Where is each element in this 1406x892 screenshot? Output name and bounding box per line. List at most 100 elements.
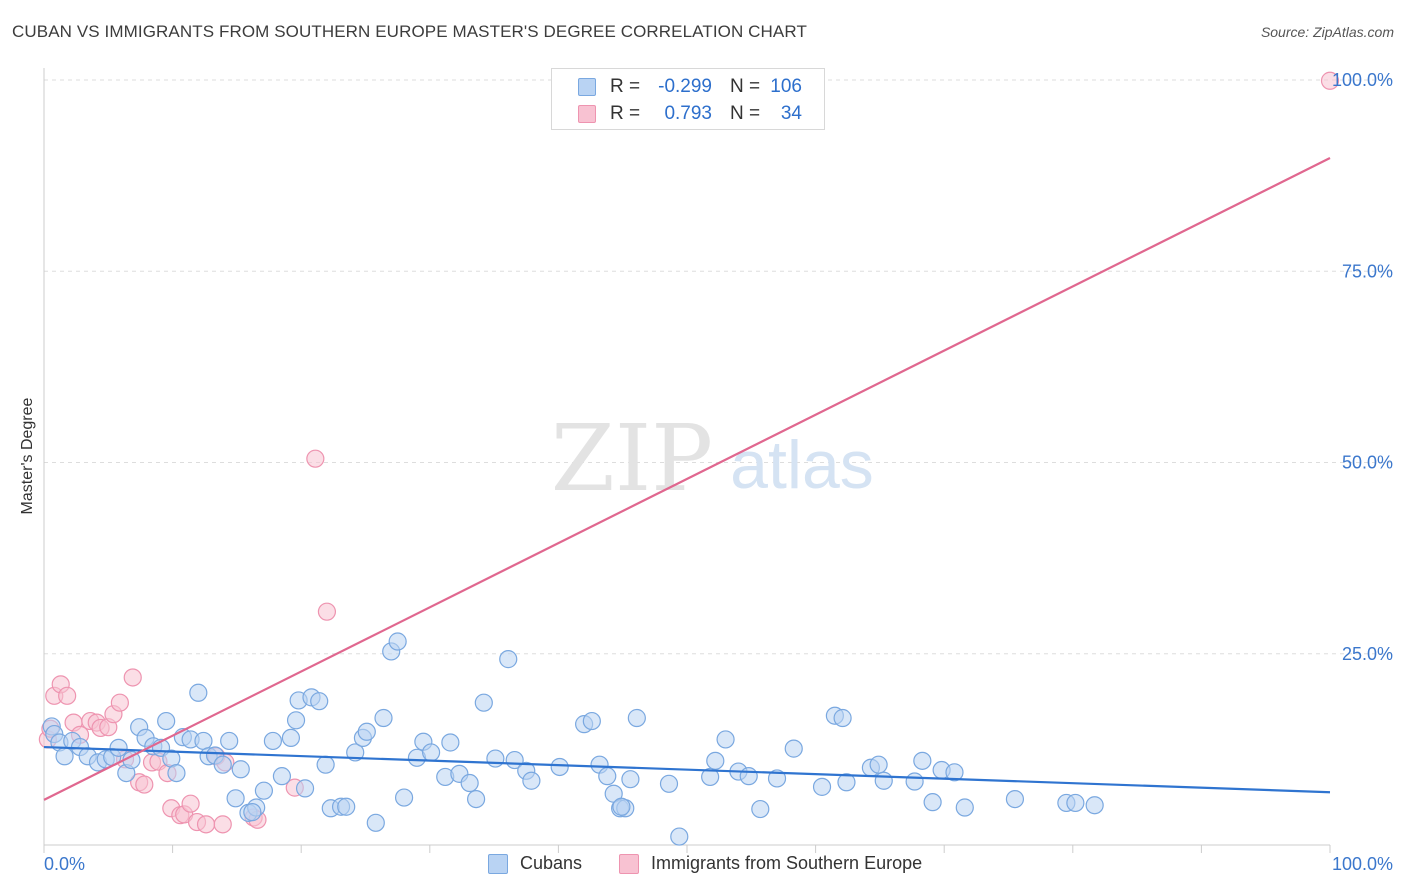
blue-point [627,708,646,728]
blue-point [784,739,803,758]
grid-lines [44,79,1392,655]
blue-point [869,755,888,774]
y-tick-label: 50.0% [1342,453,1393,473]
n-label: N = [730,76,761,97]
blue-point [739,767,758,786]
blue-point [751,799,770,819]
legend-label: Cubans [520,853,583,873]
axes [43,68,1331,853]
y-tick-label: 25.0% [1342,644,1393,664]
blue-point [213,755,232,774]
blue-point [874,771,893,790]
blue-point [621,770,640,789]
blue-point [767,769,787,788]
source-label: Source: ZipAtlas.com [1260,24,1394,40]
blue-point [243,803,262,822]
blue-point [522,771,541,790]
blue-point [55,747,74,766]
pink-point [213,815,232,834]
legend-row-cubans: R = -0.299 N = 106 [552,74,824,100]
n-value: 34 [780,103,802,124]
x-tick-label: 0.0% [44,854,85,874]
blue-point [374,708,393,728]
blue-point [945,763,964,782]
r-label: R = [610,103,641,124]
blue-point [812,777,832,796]
pink-point [181,794,200,813]
blue-point [913,751,932,770]
pink-point [135,775,154,794]
legend-swatch-pink [578,105,596,123]
blue-point [1085,796,1104,815]
blue-point [701,767,720,787]
series-legend: Cubans Immigrants from Southern Europe [0,852,1406,878]
blue-point [220,731,239,751]
blue-point [905,772,924,791]
blue-point [1066,793,1085,813]
tick-labels: 25.0% 50.0% 75.0% 100.0% 0.0% 100.0% [44,70,1393,874]
blue-point [286,711,306,730]
blue-point [1005,789,1025,809]
blue-point [167,763,186,783]
watermark-zip: ZIP [551,405,713,512]
blue-point [923,793,942,812]
blue-point [670,827,689,846]
blue-point [706,751,725,770]
legend-swatch-blue [578,78,596,96]
blue-point [316,755,335,774]
blue-point [837,773,856,792]
blue-point [394,788,414,807]
pink-point [317,602,337,621]
blue-point [499,650,518,669]
blue-point [421,743,441,762]
blue-point [109,738,128,757]
blue-point [486,749,505,768]
blue-point [598,767,617,786]
pink-point [196,815,216,834]
pink-point [306,449,325,468]
watermark-atlas: atlas [730,427,874,503]
blue-point [281,728,301,748]
legend-swatch-pink [619,854,639,874]
r-value: 0.793 [664,103,712,124]
blue-point [157,711,176,731]
blue-point [346,743,365,762]
blue-point [337,797,356,816]
r-value: -0.299 [658,76,712,97]
blue-point [833,708,852,728]
legend-swatch-blue [488,854,508,874]
pink-point [1320,71,1340,90]
blue-trend-line [43,745,1331,794]
r-label: R = [610,76,641,97]
blue-point [474,693,493,712]
blue-point [263,731,283,751]
blue-point [310,692,329,711]
chart-title: CUBAN VS IMMIGRANTS FROM SOUTHERN EUROPE… [12,22,807,41]
y-tick-label: 75.0% [1342,261,1393,281]
blue-point [366,813,385,832]
pink-trend-line [43,157,1331,801]
blue-point [550,757,569,777]
blue-points-group [42,632,1104,846]
pink-point [123,668,142,687]
blue-point [272,767,292,786]
blue-point [460,773,479,793]
blue-point [612,797,631,816]
legend-row-southern-europe: R = 0.793 N = 34 [552,101,824,127]
blue-point [955,798,974,817]
blue-point [357,722,376,741]
blue-point [254,781,274,800]
n-label: N = [730,103,761,124]
blue-point [659,774,679,793]
blue-point [388,632,407,651]
y-tick-label: 100.0% [1332,70,1393,90]
blue-point [716,730,735,749]
x-tick-label: 100.0% [1332,854,1393,874]
watermark: ZIP atlas [551,405,874,512]
blue-point [295,779,315,798]
n-value: 106 [770,76,802,97]
blue-point [226,789,245,808]
trend-lines [43,157,1331,801]
blue-point [582,711,601,731]
blue-point [466,789,486,809]
